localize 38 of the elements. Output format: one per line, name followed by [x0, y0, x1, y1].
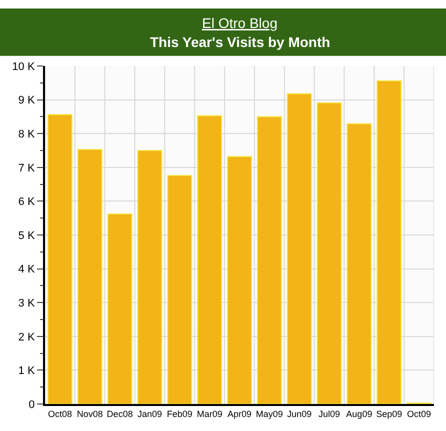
x-tick-label: Nov08 [76, 408, 103, 419]
x-tick-label: Aug09 [346, 408, 372, 419]
x-tick-label: Jul09 [318, 408, 340, 419]
x-tick-label: Feb09 [166, 408, 192, 419]
x-tick-label: Jan09 [137, 408, 162, 419]
bar [376, 80, 402, 404]
y-tick-label: 1 K [18, 365, 36, 378]
y-tick-label: 2 K [18, 331, 36, 344]
y-tick-label: 5 K [18, 230, 36, 242]
bar [346, 123, 372, 404]
y-tick-label: 10 K [12, 60, 36, 73]
x-tick-label: Mar09 [196, 408, 222, 419]
y-tick-label: 6 K [18, 196, 36, 208]
bar [286, 93, 312, 404]
x-tick-label: Apr09 [227, 408, 252, 419]
y-tick-label: 9 K [18, 94, 36, 107]
bar [227, 156, 252, 404]
x-tick-label: May09 [256, 408, 283, 419]
y-tick-label: 8 K [18, 128, 36, 140]
chart-subtitle: This Year's Visits by Month [150, 34, 330, 50]
bar [197, 115, 222, 404]
y-tick-label: 3 K [18, 297, 36, 310]
bar [167, 175, 192, 404]
bar [77, 148, 102, 404]
x-tick-label: Oct09 [407, 408, 432, 419]
bar [137, 150, 162, 404]
bar [316, 102, 342, 404]
y-tick-label: 4 K [18, 264, 36, 276]
chart-title: El Otro Blog [202, 15, 278, 31]
x-tick-label: Dec08 [106, 408, 133, 419]
bar [256, 116, 282, 404]
x-tick-label: Sep09 [376, 408, 402, 419]
bar [107, 214, 132, 404]
x-tick-label: Jun09 [287, 408, 312, 419]
bar [47, 114, 72, 404]
y-tick-label: 7 K [18, 162, 36, 174]
x-tick-label: Oct08 [48, 408, 72, 419]
y-tick-label: 0 [28, 398, 35, 411]
